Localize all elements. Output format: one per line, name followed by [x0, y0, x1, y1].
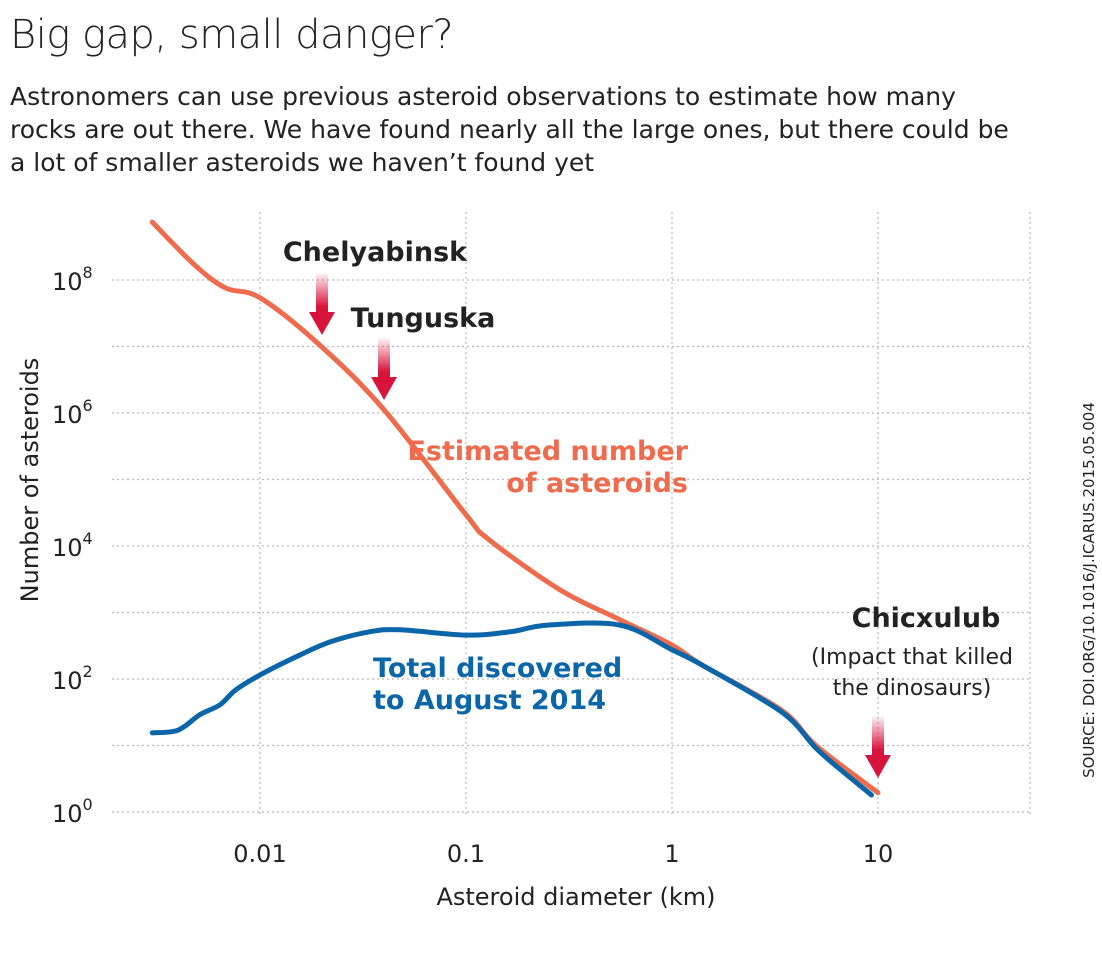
y-tick-label: 108: [52, 263, 93, 296]
annotation-label: Chicxulub: [852, 603, 1001, 634]
annotation-note: (Impact that killed: [811, 645, 1013, 670]
tick-base: 10: [52, 800, 83, 828]
x-axis-label: Asteroid diameter (km): [436, 883, 715, 911]
chart-subtitle: Astronomers can use previous asteroid ob…: [10, 82, 1009, 177]
tick-exponent: 6: [83, 396, 93, 415]
annotation-label: Chelyabinsk: [283, 237, 468, 268]
tick-base: 10: [52, 268, 83, 296]
source-note: SOURCE: DOI.ORG/10.1016/J.ICARUS.2015.05…: [1080, 402, 1098, 778]
series-label: of asteroids: [506, 468, 688, 499]
y-tick-label: 104: [52, 529, 93, 562]
y-axis-label: Number of asteroids: [16, 358, 44, 603]
annotation-label: Tunguska: [351, 303, 496, 334]
arrow-down-icon: [371, 337, 398, 400]
y-tick-label: 102: [52, 662, 93, 695]
tick-base: 10: [52, 401, 83, 429]
tick-exponent: 4: [83, 529, 93, 548]
series-label: Total discovered: [373, 653, 622, 684]
series-label: Estimated number: [407, 436, 688, 467]
y-tick-label: 106: [52, 396, 93, 429]
tick-exponent: 8: [83, 263, 93, 282]
tick-base: 10: [52, 667, 83, 695]
tick-base: 10: [52, 534, 83, 562]
discovered-series-line: [149, 620, 875, 798]
chart-title: Big gap, small danger?: [10, 12, 454, 58]
y-tick-label: 100: [52, 795, 93, 828]
arrow-down-icon: [865, 715, 891, 778]
tick-exponent: 2: [83, 662, 93, 681]
x-tick-label: 0.1: [447, 840, 485, 868]
tick-exponent: 0: [83, 795, 93, 814]
arrow-down-icon: [309, 272, 336, 335]
x-tick-label: 0.01: [233, 840, 286, 868]
x-tick-label: 1: [664, 840, 679, 868]
annotation-note: the dinosaurs): [833, 676, 992, 701]
series-label: to August 2014: [373, 685, 606, 716]
x-tick-label: 10: [863, 840, 894, 868]
